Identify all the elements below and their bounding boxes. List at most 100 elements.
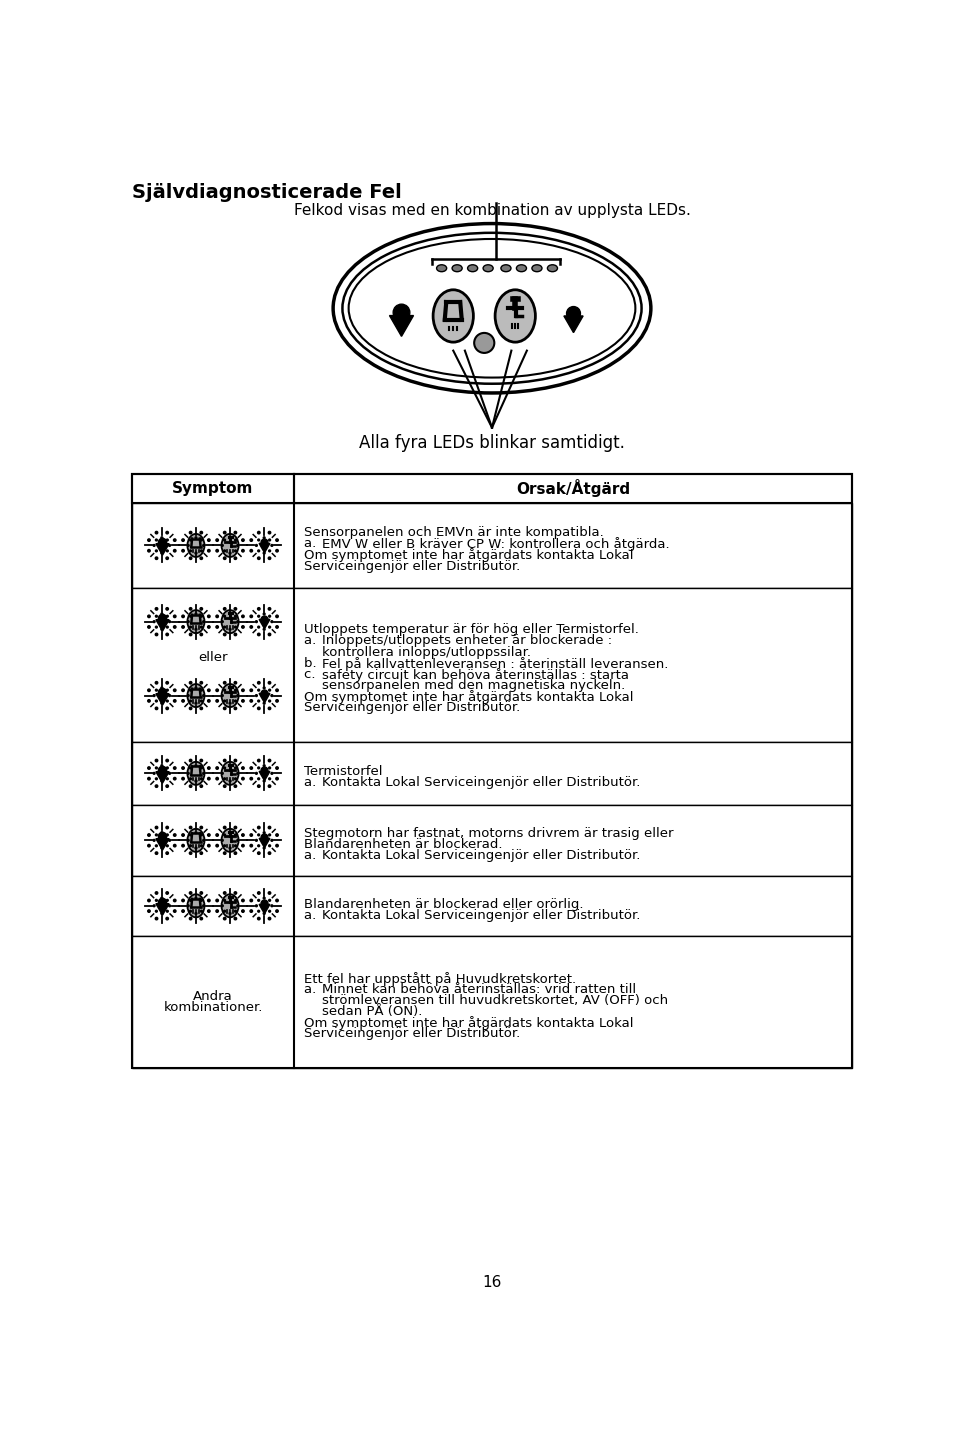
Circle shape [269,911,271,912]
Circle shape [181,778,184,779]
Circle shape [161,703,163,704]
Circle shape [216,549,219,552]
Circle shape [187,620,189,623]
Circle shape [269,844,271,847]
Circle shape [216,700,219,703]
Ellipse shape [437,265,446,272]
Circle shape [181,549,184,552]
Circle shape [195,613,197,615]
Circle shape [200,826,203,829]
Circle shape [195,703,197,704]
Circle shape [161,912,163,914]
Circle shape [234,759,236,762]
Circle shape [169,772,171,774]
Circle shape [189,607,192,610]
Circle shape [255,840,257,842]
Circle shape [156,852,157,855]
Circle shape [169,905,171,907]
Circle shape [189,690,191,691]
Circle shape [216,778,219,779]
Text: Kontakta Lokal Serviceingenjör eller Distributör.: Kontakta Lokal Serviceingenjör eller Dis… [323,777,640,790]
Circle shape [269,834,271,836]
Text: safety circuit kan behöva återinställas : starta: safety circuit kan behöva återinställas … [323,668,629,683]
Circle shape [257,557,260,560]
Circle shape [242,766,244,769]
Circle shape [268,633,271,636]
Circle shape [271,905,273,907]
Circle shape [156,690,157,691]
Circle shape [207,539,210,541]
Circle shape [169,840,171,842]
Ellipse shape [222,684,239,707]
Text: Fel på kallvattenleveransen : återinställ leveransen.: Fel på kallvattenleveransen : återinstäl… [323,656,669,671]
Circle shape [148,626,150,628]
Circle shape [234,700,236,701]
Circle shape [257,616,259,617]
Ellipse shape [222,610,239,633]
Circle shape [224,539,226,541]
Circle shape [156,759,157,762]
Circle shape [156,844,157,847]
Circle shape [269,700,271,701]
Circle shape [174,539,176,541]
Circle shape [269,778,271,779]
Circle shape [257,539,259,541]
Circle shape [268,707,271,710]
Circle shape [189,616,191,617]
Circle shape [234,917,236,920]
Circle shape [216,615,219,617]
Bar [132,474,852,503]
Ellipse shape [348,239,636,377]
Circle shape [166,557,168,560]
Circle shape [276,844,278,847]
Circle shape [166,899,168,901]
Circle shape [255,772,257,774]
Circle shape [229,703,231,704]
Circle shape [257,778,259,779]
Circle shape [203,620,204,623]
Text: 16: 16 [482,1274,502,1290]
Circle shape [224,549,226,552]
Ellipse shape [187,829,204,852]
Ellipse shape [187,534,204,557]
Circle shape [203,694,204,697]
Circle shape [224,616,226,617]
Circle shape [148,690,150,691]
Circle shape [200,681,203,684]
Text: Serviceingenjör eller Distributör.: Serviceingenjör eller Distributör. [303,701,520,714]
Circle shape [156,607,157,610]
Circle shape [189,911,191,912]
Ellipse shape [343,233,641,383]
Circle shape [148,766,150,769]
Circle shape [237,840,239,842]
Circle shape [257,899,259,901]
Circle shape [166,626,168,628]
Circle shape [271,545,273,547]
Circle shape [234,785,236,788]
Circle shape [200,785,203,788]
Circle shape [154,840,155,842]
Ellipse shape [495,289,536,343]
Circle shape [257,690,259,691]
Circle shape [207,690,210,691]
Circle shape [268,852,271,855]
Circle shape [166,785,168,788]
Circle shape [257,633,260,636]
Circle shape [166,844,168,847]
Circle shape [189,681,192,684]
Text: Blandarenheten är blockerad.: Blandarenheten är blockerad. [303,837,502,850]
Circle shape [201,766,203,769]
Circle shape [148,700,150,703]
Circle shape [201,616,203,617]
Circle shape [181,539,184,541]
Circle shape [237,620,239,623]
Circle shape [271,772,273,774]
Circle shape [166,852,168,855]
Circle shape [207,899,210,902]
Text: a.: a. [303,910,328,923]
Circle shape [166,633,168,636]
Ellipse shape [187,684,204,707]
Circle shape [250,549,252,552]
Circle shape [201,911,203,912]
Circle shape [174,844,176,847]
